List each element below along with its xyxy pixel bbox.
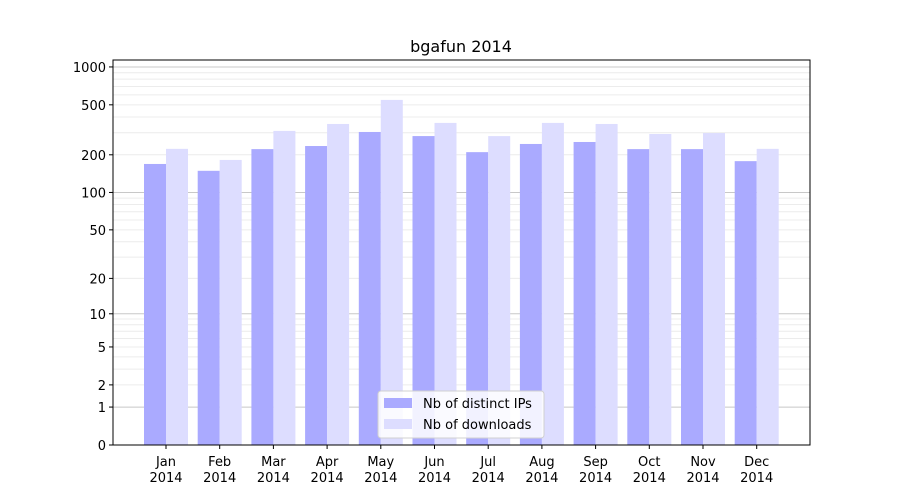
x-tick-label: Mar 2014	[257, 455, 290, 486]
bar-distinct-ips	[144, 163, 166, 445]
y-tick-label: 0	[98, 439, 106, 454]
y-tick-label: 1000	[73, 61, 106, 76]
bar-distinct-ips	[305, 146, 328, 445]
bar-distinct-ips	[573, 141, 596, 445]
axes-frame	[112, 59, 811, 446]
x-tick-label: Apr 2014	[311, 455, 344, 486]
bar-distinct-ips	[412, 136, 435, 446]
bar-downloads	[273, 130, 296, 446]
y-tick-label: 5	[98, 341, 106, 356]
bar-downloads	[595, 123, 618, 446]
bar-downloads	[541, 122, 564, 445]
x-tick-label: May 2014	[364, 455, 397, 486]
bar-distinct-ips	[734, 161, 757, 446]
y-tick-label: 1	[98, 401, 106, 416]
x-tick-label: Dec 2014	[740, 455, 773, 486]
bar-downloads	[327, 123, 350, 446]
y-tick-label: 20	[89, 272, 106, 287]
bar-distinct-ips	[358, 131, 381, 446]
bar-downloads	[219, 159, 242, 446]
y-tick-label: 2	[98, 379, 106, 394]
x-tick-label: Sep 2014	[579, 455, 612, 486]
bar-distinct-ips	[251, 149, 274, 445]
legend-label: Nb of downloads	[423, 418, 532, 433]
y-tick-label: 100	[81, 186, 106, 201]
bar-downloads	[649, 133, 672, 446]
bar-downloads	[434, 122, 457, 445]
y-tick-label: 50	[89, 224, 106, 239]
bar-downloads	[703, 133, 725, 445]
bar-downloads	[488, 136, 511, 446]
x-tick-label: Nov 2014	[686, 455, 719, 486]
y-tick-label: 200	[81, 149, 106, 164]
legend-box	[377, 390, 545, 439]
bar-distinct-ips	[681, 149, 703, 445]
x-tick-label: Jun 2014	[418, 455, 451, 486]
legend-label: Nb of distinct IPs	[423, 397, 532, 412]
x-tick-label: Feb 2014	[203, 455, 236, 486]
bar-distinct-ips	[197, 170, 220, 445]
legend: Nb of distinct IPs Nb of downloads	[377, 390, 545, 439]
chart-title: bgafun 2014	[410, 37, 512, 56]
x-tick-label: Oct 2014	[633, 455, 666, 486]
bar-distinct-ips	[519, 143, 542, 445]
bar-downloads	[166, 148, 188, 445]
bar-distinct-ips	[466, 152, 489, 445]
bar-downloads	[380, 99, 403, 446]
y-tick-label: 500	[81, 99, 106, 114]
bar-downloads	[756, 148, 779, 445]
legend-swatch	[384, 398, 412, 408]
x-tick-label: Jul 2014	[472, 455, 505, 486]
x-tick-label: Aug 2014	[525, 455, 558, 486]
legend-swatch	[384, 419, 412, 429]
bar-distinct-ips	[627, 149, 650, 445]
y-tick-label: 10	[89, 308, 106, 323]
x-tick-label: Jan 2014	[149, 455, 182, 486]
